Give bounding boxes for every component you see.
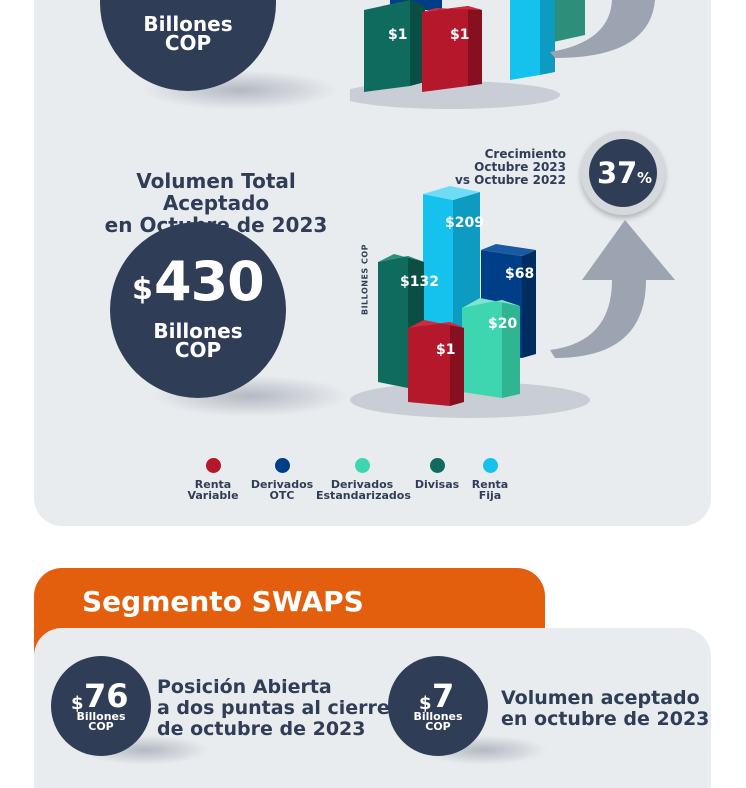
- swaps1-cop: COP: [88, 720, 114, 733]
- top-cop: COP: [164, 31, 212, 55]
- legend-item-renta-fija: Renta Fija: [466, 458, 514, 501]
- legend-label: Estandarizados: [316, 489, 411, 502]
- legend-item-derivados-otc: Derivados OTC: [250, 458, 314, 501]
- bar-derivados-estandarizados-top: [462, 298, 520, 308]
- bar-divisas-front: [378, 256, 408, 388]
- main-currency: $: [132, 272, 153, 307]
- growth-unit: %: [637, 169, 653, 187]
- growth-badge-ring: 37 %: [581, 131, 665, 215]
- swaps1-line3: de octubre de 2023: [157, 718, 366, 740]
- legend-dot-renta-fija: [482, 458, 498, 473]
- main-cop: COP: [174, 338, 222, 362]
- top-bar-divisas-side: [410, 0, 425, 86]
- legend-dot-derivados-estandarizados: [354, 458, 370, 473]
- swaps1-billones: Billones: [76, 710, 126, 723]
- top-bar-label-1: $1: [388, 27, 408, 43]
- swaps2-cop: COP: [425, 720, 451, 733]
- top-billones: Billones: [143, 12, 233, 36]
- main-value: 430: [154, 250, 265, 313]
- growth-value: 37: [597, 156, 638, 190]
- volume-bar-chart: [350, 186, 675, 418]
- growth-line2: Octubre 2023: [474, 160, 566, 174]
- bar-renta-variable-top: [408, 320, 464, 328]
- legend-label: Divisas: [414, 478, 460, 491]
- legend-item-divisas: Divisas: [410, 458, 464, 490]
- swaps-volume-text: Volumen aceptado en octubre de 2023: [501, 688, 709, 730]
- top-chart-fragment: [350, 0, 655, 109]
- legend-dot-derivados-otc: [274, 458, 290, 473]
- growth-arrow: [550, 220, 675, 358]
- swaps-open-position-text: Posición Abierta a dos puntas al cierre …: [157, 677, 390, 740]
- swaps1-line2: a dos puntas al cierre: [157, 697, 390, 719]
- legend-label: Variable: [187, 489, 239, 502]
- bar-renta-variable-side: [450, 322, 464, 406]
- growth-caption: Crecimiento Octubre 2023 vs Octubre 2022: [452, 148, 566, 187]
- growth-line1: Crecimiento: [484, 147, 566, 161]
- swaps2-value: 7: [432, 677, 455, 715]
- legend-label: Derivados: [250, 478, 314, 491]
- bar-label-divisas: $132: [400, 274, 439, 290]
- swaps2-line1: Volumen aceptado: [501, 687, 700, 709]
- swaps1-currency: $: [71, 693, 84, 714]
- bar-renta-variable-front: [408, 322, 450, 406]
- top-growth-arrow: [550, 0, 655, 58]
- legend-label: Renta: [194, 478, 232, 491]
- bar-derivados-otc-top: [481, 244, 536, 256]
- legend-label: Derivados: [330, 478, 394, 491]
- bar-renta-fija-top: [423, 186, 480, 200]
- swaps2-line2: en octubre de 2023: [501, 708, 710, 730]
- top-bar-back-cyan: [510, 0, 540, 80]
- bar-derivados-estandarizados-side: [502, 300, 520, 398]
- legend-item-derivados-estandarizados: Derivados Estandarizados: [316, 458, 411, 502]
- bar-label-derivados-estandarizados: $20: [488, 316, 518, 332]
- top-bar-renta-variable-side: [468, 6, 482, 86]
- legend-item-renta-variable: Renta Variable: [183, 458, 243, 501]
- swaps-open-position-circle: $ 76 Billones COP: [51, 656, 151, 756]
- main-billones: Billones: [153, 319, 243, 343]
- swaps2-currency: $: [419, 693, 432, 714]
- legend-dot-renta-variable: [205, 458, 221, 473]
- bar-derivados-estandarizados-front: [462, 300, 502, 398]
- bar-derivados-otc-side: [522, 250, 536, 358]
- bar-label-renta-variable: $1: [436, 342, 456, 358]
- top-bar-top: [422, 6, 482, 12]
- bar-label-derivados-otc: $68: [505, 266, 535, 282]
- legend-label: OTC: [269, 489, 295, 502]
- section-title-line1: Volumen Total Aceptado: [136, 169, 296, 215]
- main-summary-circle: $ 430 Billones COP: [110, 222, 286, 398]
- top-bar-label-2: $1: [450, 27, 470, 43]
- legend-label: Renta: [471, 478, 509, 491]
- swaps2-billones: Billones: [413, 710, 463, 723]
- legend-label: Fija: [478, 489, 502, 502]
- top-bar-back-cyan-side: [540, 0, 555, 75]
- legend-dot-divisas: [429, 458, 445, 473]
- bar-divisas-top: [378, 254, 424, 262]
- swaps1-value: 76: [84, 677, 129, 715]
- swaps1-line1: Posición Abierta: [157, 676, 332, 698]
- growth-badge: 37 %: [589, 139, 657, 207]
- swaps-title: Segmento SWAPS: [82, 585, 364, 618]
- top-bar-renta-variable: [422, 6, 468, 92]
- top-chart-floor-shadow: [350, 81, 560, 109]
- growth-line3: vs Octubre 2022: [455, 173, 566, 187]
- swaps-volume-circle: $ 7 Billones COP: [388, 656, 488, 756]
- top-bar-divisas: [364, 0, 410, 92]
- bar-label-renta-fija: $209: [445, 215, 484, 231]
